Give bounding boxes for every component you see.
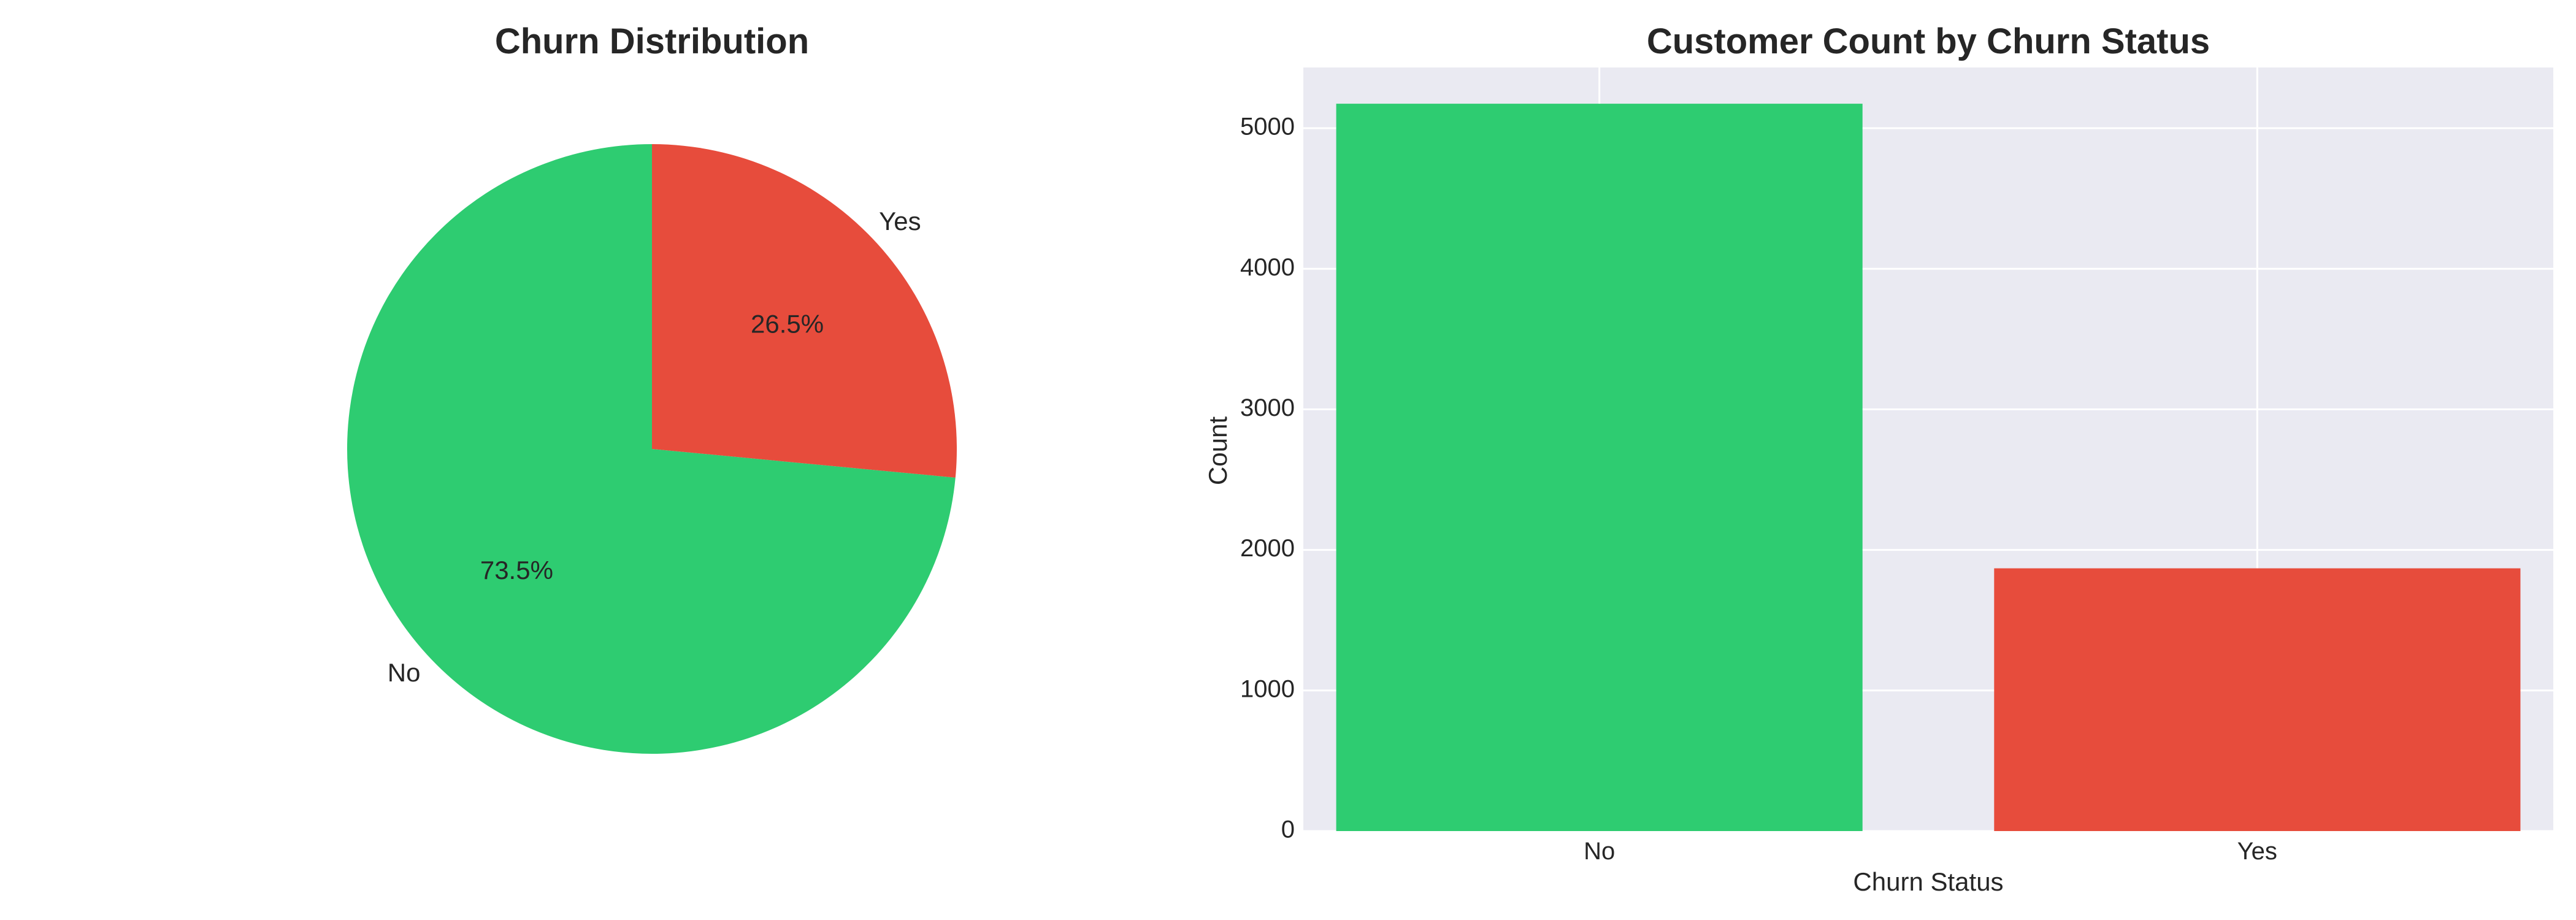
pie-chart: Churn Distribution No 73.5% Yes 26.5% xyxy=(347,21,957,754)
x-tick-label-no: No xyxy=(1584,838,1615,865)
pie-pct-label-no: 73.5% xyxy=(480,556,553,585)
bar-title: Customer Count by Churn Status xyxy=(1647,21,2210,61)
bar-no xyxy=(1336,104,1863,832)
y-tick-label: 0 xyxy=(1281,816,1295,843)
y-tick-label: 5000 xyxy=(1240,113,1295,140)
pie-labels: No 73.5% Yes 26.5% xyxy=(388,207,921,687)
pie-label-no: No xyxy=(388,658,421,687)
pie-slices xyxy=(347,144,957,754)
pie-label-yes: Yes xyxy=(879,207,921,236)
y-axis-label: Count xyxy=(1203,416,1232,485)
y-tick-labels: 0 1000 2000 3000 4000 5000 xyxy=(1240,113,1295,843)
pie-slice-yes xyxy=(652,144,957,478)
x-axis-label: Churn Status xyxy=(1853,867,2003,896)
y-tick-label: 1000 xyxy=(1240,675,1295,702)
bar-yes xyxy=(1994,568,2521,831)
pie-pct-label-yes: 26.5% xyxy=(751,309,824,338)
x-tick-labels: No Yes xyxy=(1584,838,2277,865)
bars xyxy=(1336,104,2521,832)
pie-slice-no xyxy=(347,144,956,754)
y-tick-label: 4000 xyxy=(1240,254,1295,281)
y-tick-label: 2000 xyxy=(1240,535,1295,562)
bar-chart: Customer Count by Churn Status 0 1000 2000… xyxy=(1203,21,2553,896)
y-tick-label: 3000 xyxy=(1240,394,1295,421)
x-tick-label-yes: Yes xyxy=(2237,838,2277,865)
pie-title: Churn Distribution xyxy=(495,21,809,61)
